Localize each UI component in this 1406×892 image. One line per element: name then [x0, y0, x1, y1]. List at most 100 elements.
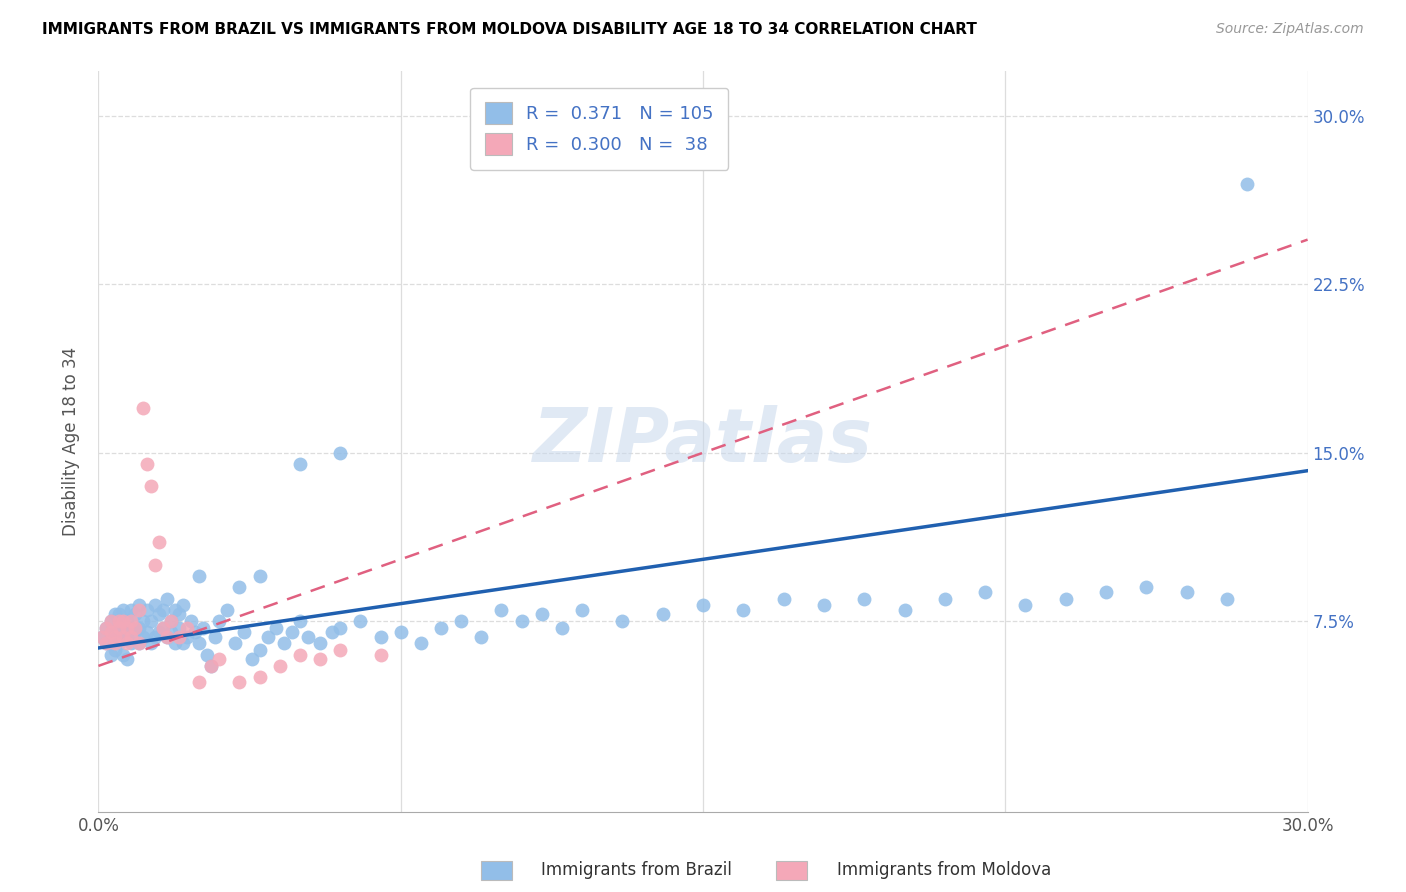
- Point: [692, 599, 714, 613]
- Point: [128, 603, 150, 617]
- Point: [103, 630, 125, 644]
- Point: [321, 625, 343, 640]
- Point: [1014, 599, 1036, 613]
- Point: [115, 636, 138, 650]
- Point: [208, 652, 231, 666]
- Point: [370, 648, 392, 662]
- Point: [103, 630, 125, 644]
- Point: [139, 636, 162, 650]
- Point: [120, 614, 142, 628]
- Point: [156, 630, 179, 644]
- Point: [111, 648, 134, 662]
- Point: [256, 630, 278, 644]
- Point: [115, 630, 138, 644]
- Point: [156, 630, 179, 644]
- Point: [91, 630, 114, 644]
- Point: [152, 603, 174, 617]
- Point: [96, 621, 118, 635]
- Point: [370, 630, 392, 644]
- Point: [172, 636, 194, 650]
- Point: [135, 603, 157, 617]
- Point: [115, 614, 138, 628]
- Point: [813, 599, 835, 613]
- Point: [288, 614, 311, 628]
- Point: [249, 670, 271, 684]
- Point: [176, 630, 198, 644]
- Point: [217, 603, 239, 617]
- Point: [96, 621, 118, 635]
- Point: [409, 636, 432, 650]
- Point: [309, 652, 332, 666]
- Point: [111, 630, 134, 644]
- Point: [188, 674, 211, 689]
- Point: [1054, 591, 1077, 606]
- Point: [188, 569, 211, 583]
- Point: [200, 659, 222, 673]
- Point: [651, 607, 673, 622]
- Point: [176, 621, 198, 635]
- Point: [195, 648, 218, 662]
- Point: [100, 625, 122, 640]
- Point: [124, 625, 146, 640]
- Point: [249, 569, 271, 583]
- Point: [152, 621, 174, 635]
- Point: [107, 636, 129, 650]
- Point: [96, 636, 118, 650]
- Point: [1236, 177, 1258, 191]
- Point: [156, 591, 179, 606]
- Point: [329, 446, 352, 460]
- Point: [180, 614, 202, 628]
- Point: [107, 614, 129, 628]
- Point: [288, 648, 311, 662]
- Point: [167, 607, 190, 622]
- Point: [329, 643, 352, 657]
- Point: [135, 457, 157, 471]
- Point: [893, 603, 915, 617]
- Point: [264, 621, 287, 635]
- Point: [974, 585, 997, 599]
- Point: [120, 621, 142, 635]
- Point: [111, 603, 134, 617]
- Point: [139, 614, 162, 628]
- Point: [163, 636, 186, 650]
- Point: [160, 614, 183, 628]
- Point: [120, 630, 142, 644]
- Point: [470, 630, 492, 644]
- Point: [228, 580, 250, 594]
- Point: [163, 603, 186, 617]
- Point: [124, 621, 146, 635]
- Point: [103, 607, 125, 622]
- Point: [91, 630, 114, 644]
- Point: [232, 625, 254, 640]
- Point: [853, 591, 876, 606]
- Point: [430, 621, 453, 635]
- Point: [96, 636, 118, 650]
- Point: [148, 607, 170, 622]
- Point: [530, 607, 553, 622]
- Point: [120, 636, 142, 650]
- Point: [184, 625, 207, 640]
- Point: [491, 603, 513, 617]
- Point: [128, 636, 150, 650]
- Point: [1216, 591, 1239, 606]
- Point: [107, 621, 129, 635]
- Point: [148, 535, 170, 549]
- Point: [772, 591, 794, 606]
- Point: [167, 630, 190, 644]
- Point: [551, 621, 574, 635]
- Text: IMMIGRANTS FROM BRAZIL VS IMMIGRANTS FROM MOLDOVA DISABILITY AGE 18 TO 34 CORREL: IMMIGRANTS FROM BRAZIL VS IMMIGRANTS FRO…: [42, 22, 977, 37]
- Point: [100, 614, 122, 628]
- Point: [733, 603, 755, 617]
- Text: Source: ZipAtlas.com: Source: ZipAtlas.com: [1216, 22, 1364, 37]
- Point: [167, 621, 190, 635]
- Point: [297, 630, 319, 644]
- Point: [188, 636, 211, 650]
- Point: [281, 625, 304, 640]
- Point: [200, 659, 222, 673]
- Point: [128, 636, 150, 650]
- Point: [288, 457, 311, 471]
- Point: [148, 625, 170, 640]
- Legend: R =  0.371   N = 105, R =  0.300   N =  38: R = 0.371 N = 105, R = 0.300 N = 38: [470, 87, 728, 169]
- Point: [172, 599, 194, 613]
- Point: [100, 614, 122, 628]
